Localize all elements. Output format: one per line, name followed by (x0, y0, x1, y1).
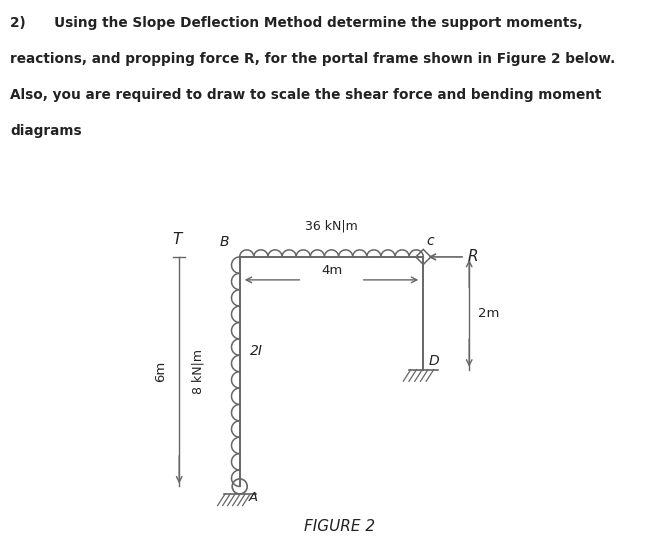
Text: A: A (249, 491, 258, 505)
Text: 8 kN|m: 8 kN|m (192, 349, 205, 394)
Text: reactions, and propping force R, for the portal frame shown in Figure 2 below.: reactions, and propping force R, for the… (10, 52, 615, 66)
Text: 2)      Using the Slope Deflection Method determine the support moments,: 2) Using the Slope Deflection Method det… (10, 16, 583, 31)
Text: B: B (219, 236, 229, 249)
Text: diagrams: diagrams (10, 124, 82, 138)
Text: Also, you are required to draw to scale the shear force and bending moment: Also, you are required to draw to scale … (10, 88, 601, 102)
Text: 4m: 4m (321, 264, 342, 277)
Text: 2I: 2I (250, 344, 263, 358)
Text: 36 kN|m: 36 kN|m (305, 220, 358, 232)
Text: 6m: 6m (154, 361, 168, 382)
Text: FIGURE 2: FIGURE 2 (304, 519, 375, 534)
Text: T: T (172, 232, 182, 247)
Text: c: c (426, 234, 434, 248)
Text: D: D (428, 354, 439, 367)
Text: R: R (467, 249, 478, 265)
Text: 2m: 2m (477, 307, 499, 320)
